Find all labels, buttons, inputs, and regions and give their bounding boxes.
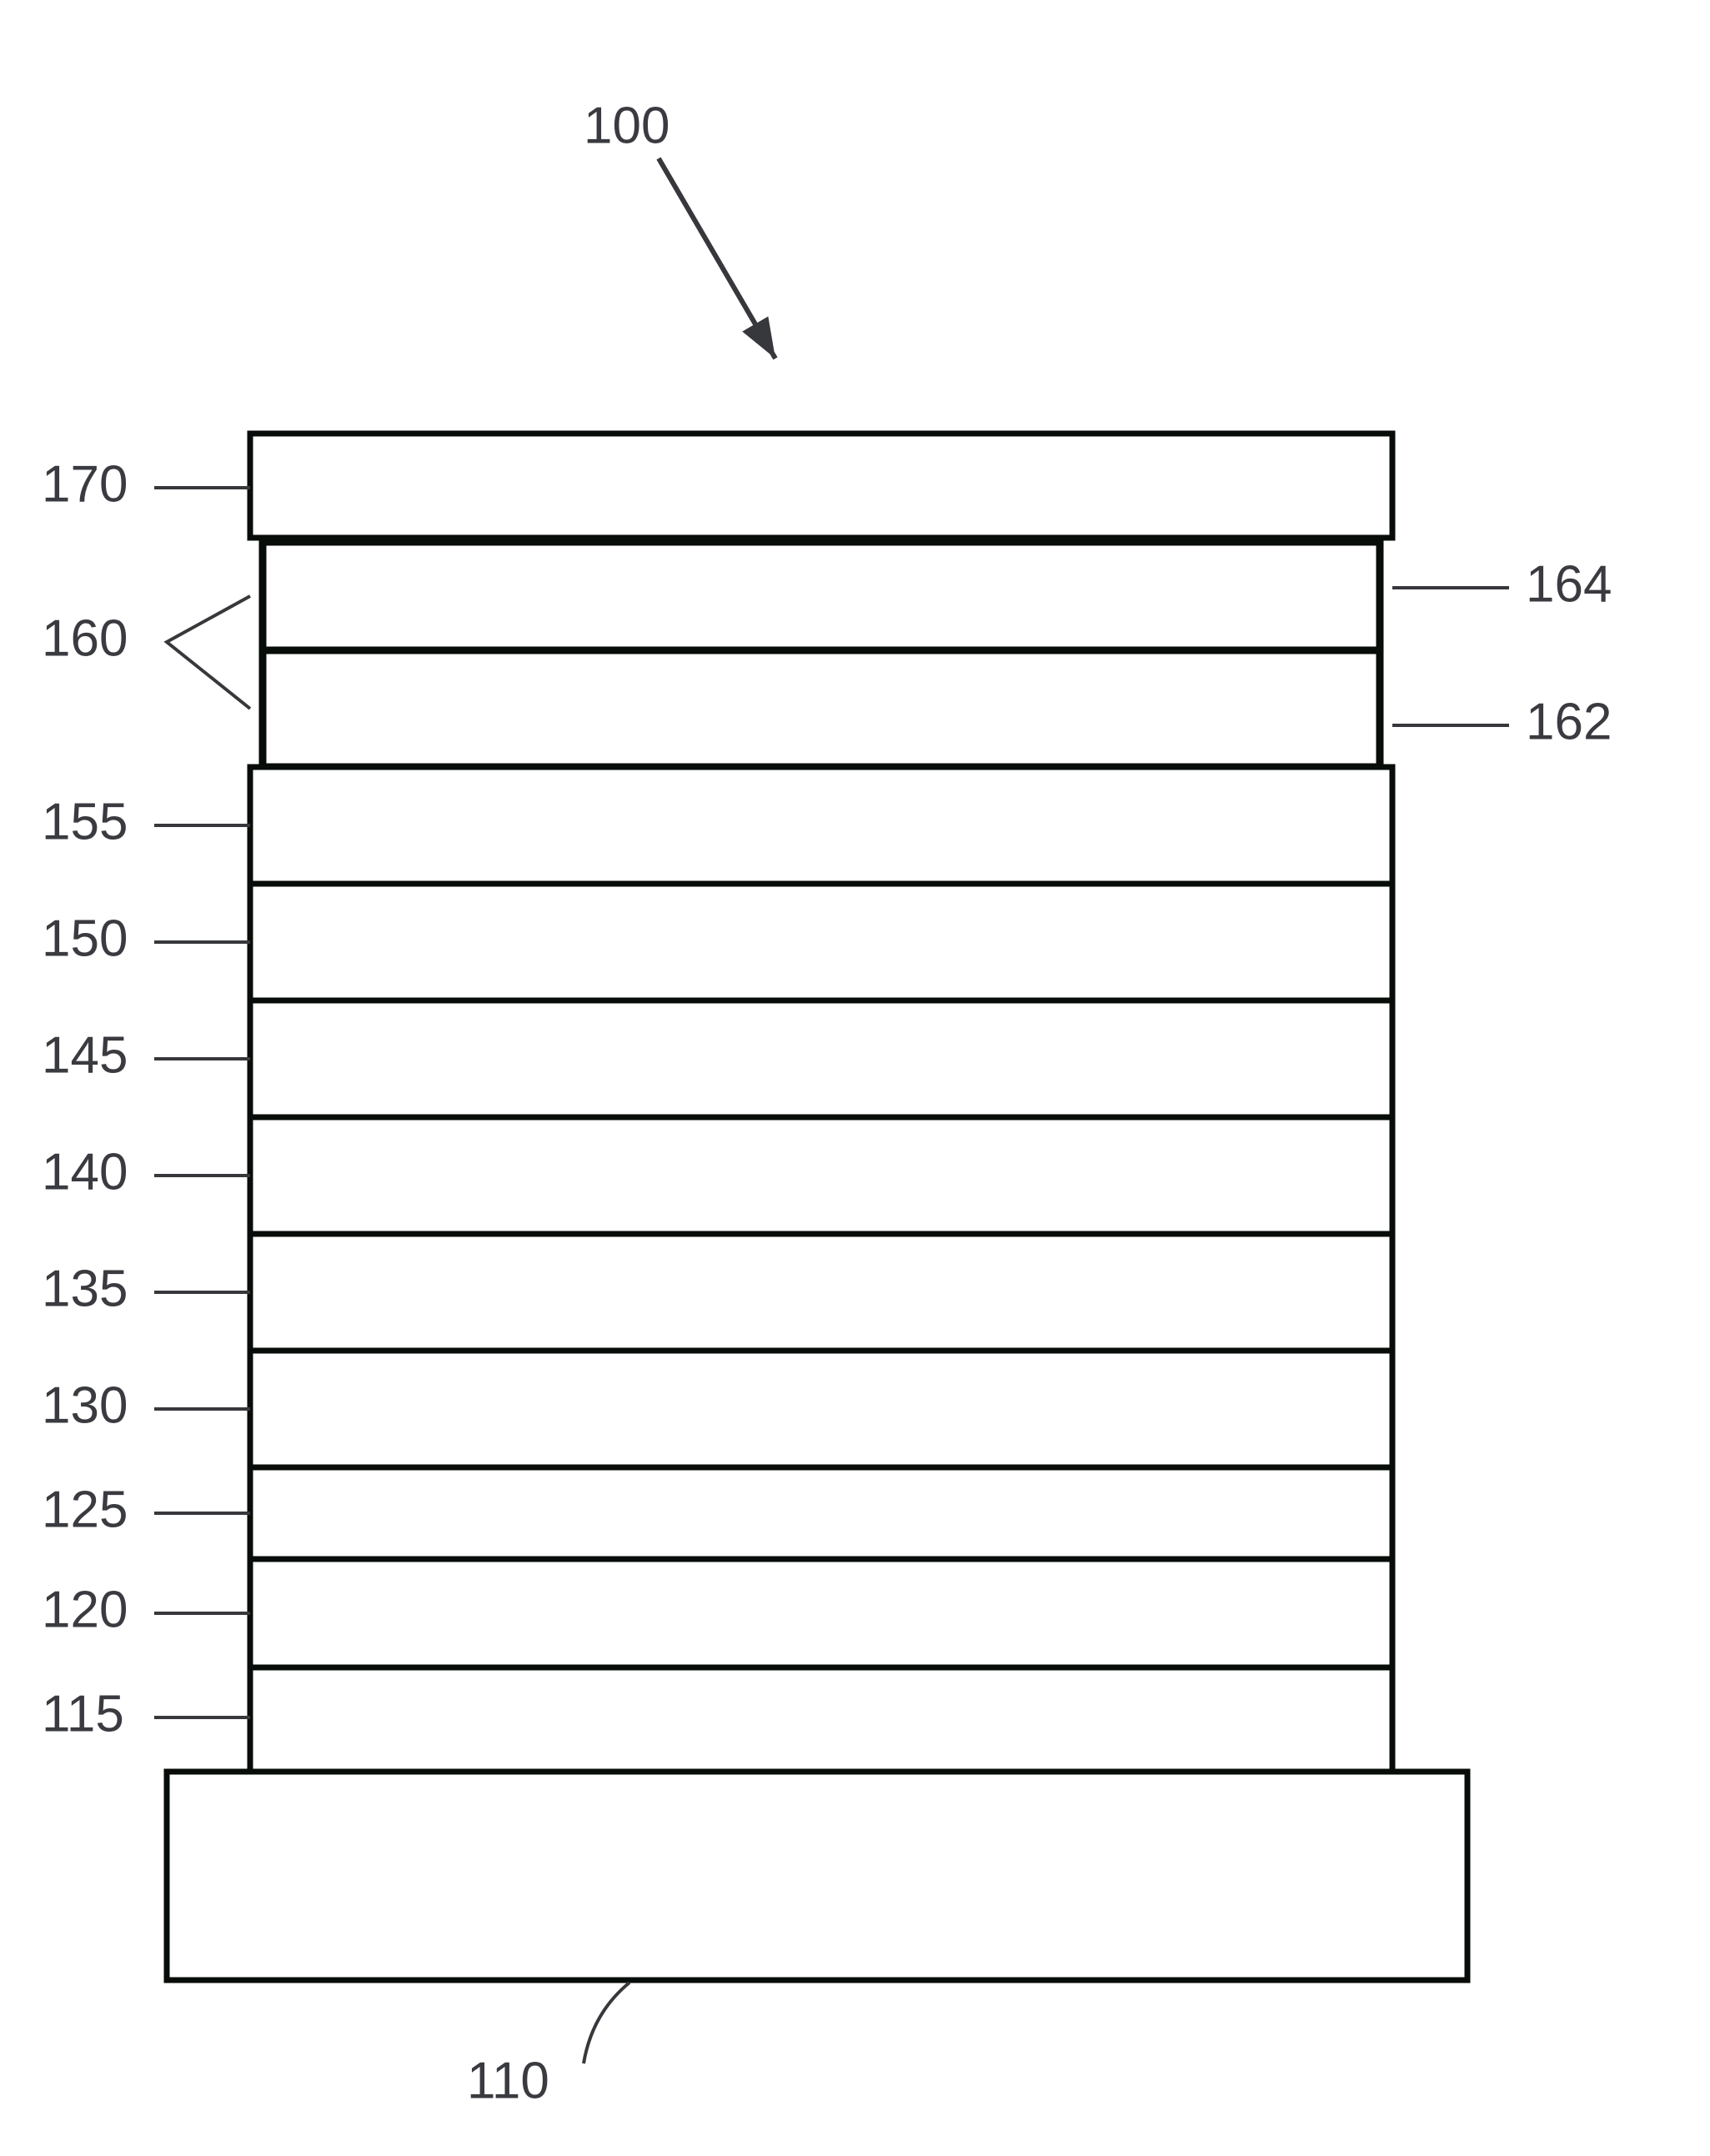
callout-left-155: 155 xyxy=(42,793,128,850)
callout-left-135: 135 xyxy=(42,1260,128,1317)
callout-left-125: 125 xyxy=(42,1481,128,1538)
layer-140 xyxy=(250,1117,1392,1234)
callout-left-170: 170 xyxy=(42,455,128,513)
layer-135 xyxy=(250,1234,1392,1351)
callout-left-120: 120 xyxy=(42,1581,128,1638)
layer-115 xyxy=(250,1667,1392,1772)
callout-left-150: 150 xyxy=(42,910,128,967)
callout-left-145: 145 xyxy=(42,1026,128,1084)
layer-150 xyxy=(250,884,1392,1000)
layer-155 xyxy=(250,767,1392,884)
layer-164 xyxy=(263,542,1380,650)
layer-145 xyxy=(250,1000,1392,1117)
callout-left-140: 140 xyxy=(42,1143,128,1201)
patent-figure: 100 170 155 150 145 140 135 130 125 120 115 160 164 1… xyxy=(0,0,1710,2156)
callout-left-130: 130 xyxy=(42,1376,128,1434)
figure-ref-label: 100 xyxy=(584,97,669,154)
layer-120 xyxy=(250,1559,1392,1667)
layer-162 xyxy=(263,650,1380,767)
layer-130 xyxy=(250,1351,1392,1467)
callout-right-164: 164 xyxy=(1526,555,1612,613)
callout-left-160: 160 xyxy=(42,609,128,667)
callout-right-162: 162 xyxy=(1526,693,1612,750)
layer-170 xyxy=(250,434,1392,538)
callout-bottom-110: 110 xyxy=(467,2052,549,2109)
callout-left-115: 115 xyxy=(42,1685,124,1742)
substrate-110 xyxy=(167,1772,1467,1980)
layer-stack xyxy=(250,434,1392,1772)
layer-125 xyxy=(250,1467,1392,1559)
